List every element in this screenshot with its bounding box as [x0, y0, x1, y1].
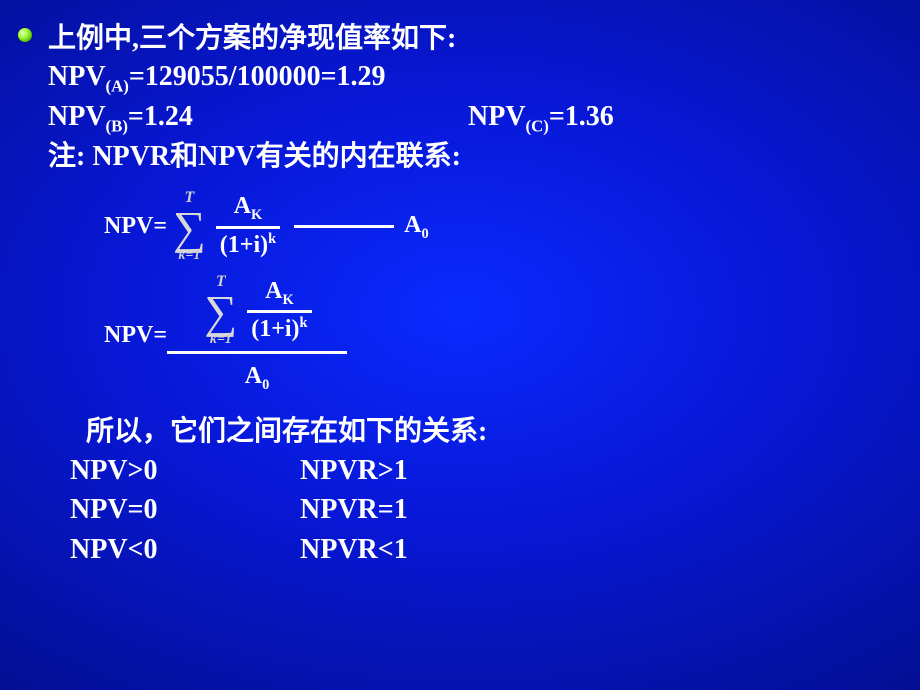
- relation-row-2: NPV=0 NPVR=1: [70, 490, 884, 529]
- formula-2: NPV= T ∑ k=1 AK: [104, 274, 884, 395]
- a0-base: A: [404, 212, 421, 238]
- relation-row-1: NPV>0 NPVR>1: [70, 451, 884, 490]
- frac-1-den-base: (1+i): [220, 232, 268, 258]
- minus-bar: [294, 225, 394, 228]
- formula-1-lhs: NPV=: [104, 210, 167, 242]
- npv-b-label: NPV: [48, 101, 106, 132]
- frac-2-den-base: (1+i): [251, 316, 299, 342]
- npv-b-value: =1.24: [128, 101, 193, 132]
- sigma-2-symbol: ∑: [204, 292, 237, 331]
- npv-c: NPV(C)=1.36: [468, 98, 614, 138]
- relation-row-3: NPV<0 NPVR<1: [70, 530, 884, 569]
- a0-sub: 0: [421, 225, 428, 241]
- frac-1-num-sub: K: [251, 207, 262, 223]
- intro-line: 上例中,三个方案的净现值率如下:: [48, 20, 884, 58]
- npv-bc-line: NPV(B)=1.24 NPV(C)=1.36: [48, 98, 884, 138]
- slide: 上例中,三个方案的净现值率如下: NPV(A)=129055/100000=1.…: [0, 0, 920, 589]
- formula-1-row: NPV= T ∑ k=1 AK (1+i)k A0: [104, 186, 884, 266]
- relation-2-right: NPVR=1: [300, 490, 408, 529]
- frac-2-num-base: A: [265, 278, 282, 304]
- relation-1-left: NPV>0: [70, 451, 300, 490]
- content-block: 上例中,三个方案的净现值率如下: NPV(A)=129055/100000=1.…: [48, 20, 884, 569]
- npv-b: NPV(B)=1.24: [48, 98, 468, 138]
- npv-a-sub: (A): [106, 76, 129, 95]
- sigma-2-bot: k=1: [210, 331, 232, 347]
- npv-c-value: =1.36: [549, 101, 614, 132]
- frac-1-den: (1+i)k: [216, 229, 280, 262]
- frac-2-den-sup: k: [300, 315, 308, 331]
- big-frac-bottom-sub: 0: [262, 377, 269, 393]
- big-frac: T ∑ k=1 AK (1+i)k: [167, 274, 347, 395]
- npv-a-line: NPV(A)=129055/100000=1.29: [48, 58, 884, 98]
- big-frac-top: T ∑ k=1 AK (1+i)k: [198, 274, 315, 351]
- note-line: 注: NPVR和NPV有关的内在联系:: [48, 138, 884, 176]
- npv-a-value: =129055/100000=1.29: [129, 61, 386, 92]
- formula-2-row: NPV= T ∑ k=1 AK: [104, 274, 884, 395]
- sigma-1-bot: k=1: [178, 247, 200, 263]
- npv-c-label: NPV: [468, 101, 526, 132]
- conclusion-line: 所以，它们之间存在如下的关系:: [86, 413, 884, 451]
- frac-1: AK (1+i)k: [216, 191, 280, 261]
- npv-b-sub: (B): [106, 117, 128, 136]
- relations-block: NPV>0 NPVR>1 NPV=0 NPVR=1 NPV<0 NPVR<1: [70, 451, 884, 569]
- frac-1-den-sup: k: [268, 231, 276, 247]
- big-frac-bottom: A0: [245, 354, 270, 395]
- bullet-icon: [18, 28, 32, 42]
- formula-2-lhs: NPV=: [104, 319, 167, 351]
- big-frac-bottom-base: A: [245, 363, 262, 389]
- sigma-1: T ∑ k=1: [173, 190, 206, 263]
- frac-2-num: AK: [261, 276, 298, 310]
- npv-a-label: NPV: [48, 61, 106, 92]
- frac-2-num-sub: K: [282, 291, 293, 307]
- frac-1-num: AK: [230, 191, 267, 225]
- frac-2-den: (1+i)k: [247, 313, 311, 346]
- relation-2-left: NPV=0: [70, 490, 300, 529]
- sigma-2: T ∑ k=1: [204, 274, 237, 347]
- frac-2: AK (1+i)k: [247, 276, 311, 346]
- relation-3-right: NPVR<1: [300, 530, 408, 569]
- a0-term: A0: [404, 209, 429, 244]
- npv-c-sub: (C): [526, 117, 549, 136]
- formula-1: NPV= T ∑ k=1 AK (1+i)k A0: [104, 186, 884, 266]
- relation-3-left: NPV<0: [70, 530, 300, 569]
- frac-1-num-base: A: [234, 193, 251, 219]
- sigma-1-symbol: ∑: [173, 208, 206, 247]
- relation-1-right: NPVR>1: [300, 451, 408, 490]
